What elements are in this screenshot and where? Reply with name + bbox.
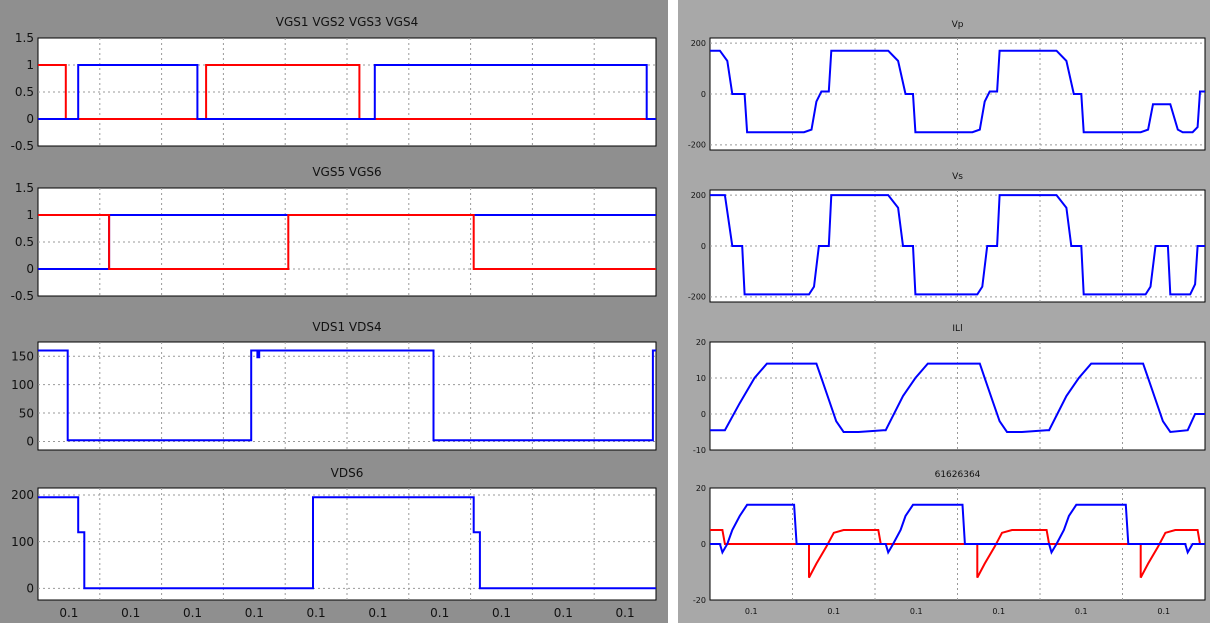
y-tick-label: 20 (696, 484, 706, 493)
y-tick-label: 200 (691, 191, 706, 200)
y-tick-label: 100 (11, 378, 34, 392)
plot-title-1: VGS1 VGS2 VGS3 VGS4 (276, 15, 418, 29)
series-line-8-2 (710, 503, 1205, 555)
y-tick-label: 0.5 (15, 85, 34, 99)
series-line-5-1 (710, 49, 1205, 134)
y-tick-label: 0 (701, 242, 706, 251)
x-tick-label: 0.1 (368, 606, 387, 620)
plot-title-7: ILl (952, 324, 962, 334)
x-tick-label: 0.1 (745, 607, 758, 616)
y-tick-label: 1.5 (15, 181, 34, 195)
y-tick-label: 0 (701, 410, 706, 419)
y-tick-label: -0.5 (11, 139, 34, 153)
y-tick-label: 10 (696, 374, 706, 383)
x-tick-label: 0.1 (992, 607, 1005, 616)
y-tick-label: 0 (701, 90, 706, 99)
x-tick-label: 0.1 (121, 606, 140, 620)
y-tick-label: 0.5 (15, 235, 34, 249)
y-tick-label: 20 (696, 338, 706, 347)
y-tick-label: 200 (691, 39, 706, 48)
x-tick-label: 0.1 (59, 606, 78, 620)
y-tick-label: 0 (701, 540, 706, 549)
x-tick-label: 0.1 (307, 606, 326, 620)
plot-title-8: 61626364 (935, 470, 981, 480)
x-tick-label: 0.1 (1075, 607, 1088, 616)
x-tick-label: 0.1 (492, 606, 511, 620)
y-tick-label: 0 (26, 262, 34, 276)
y-tick-label: 1.5 (15, 31, 34, 45)
y-tick-label: 1 (26, 58, 34, 72)
plot-title-2: VGS5 VGS6 (312, 165, 381, 179)
y-tick-label: 150 (11, 349, 34, 363)
y-tick-label: 1 (26, 208, 34, 222)
x-tick-label: 0.1 (910, 607, 923, 616)
x-tick-label: 0.1 (827, 607, 840, 616)
series-line-4-1 (38, 496, 656, 590)
series-line-8-1 (710, 529, 1205, 579)
series-line-1-2 (38, 64, 656, 120)
y-tick-label: -200 (688, 141, 706, 150)
x-tick-label: 0.1 (1157, 607, 1170, 616)
y-tick-label: -0.5 (11, 289, 34, 303)
plot-title-4: VDS6 (331, 466, 364, 480)
y-tick-label: 0 (26, 435, 34, 449)
series-line-3-1 (38, 349, 656, 442)
y-tick-label: -20 (693, 596, 706, 605)
y-tick-label: 100 (11, 535, 34, 549)
y-tick-label: -10 (693, 446, 706, 455)
plot-title-6: Vs (952, 172, 963, 182)
series-line-2-2 (38, 214, 656, 270)
x-tick-label: 0.1 (430, 606, 449, 620)
series-line-1-1 (38, 64, 656, 120)
series-line-7-1 (710, 362, 1205, 434)
x-tick-label: 0.1 (183, 606, 202, 620)
y-tick-label: 200 (11, 488, 34, 502)
series-line-6-1 (710, 194, 1205, 296)
x-tick-label: 0.1 (245, 606, 264, 620)
plot-title-3: VDS1 VDS4 (312, 320, 381, 334)
y-tick-label: -200 (688, 293, 706, 302)
x-tick-label: 0.1 (616, 606, 635, 620)
y-tick-label: 50 (19, 406, 34, 420)
y-tick-label: 0 (26, 582, 34, 596)
plot-title-5: Vp (952, 20, 964, 30)
x-tick-label: 0.1 (554, 606, 573, 620)
y-tick-label: 0 (26, 112, 34, 126)
